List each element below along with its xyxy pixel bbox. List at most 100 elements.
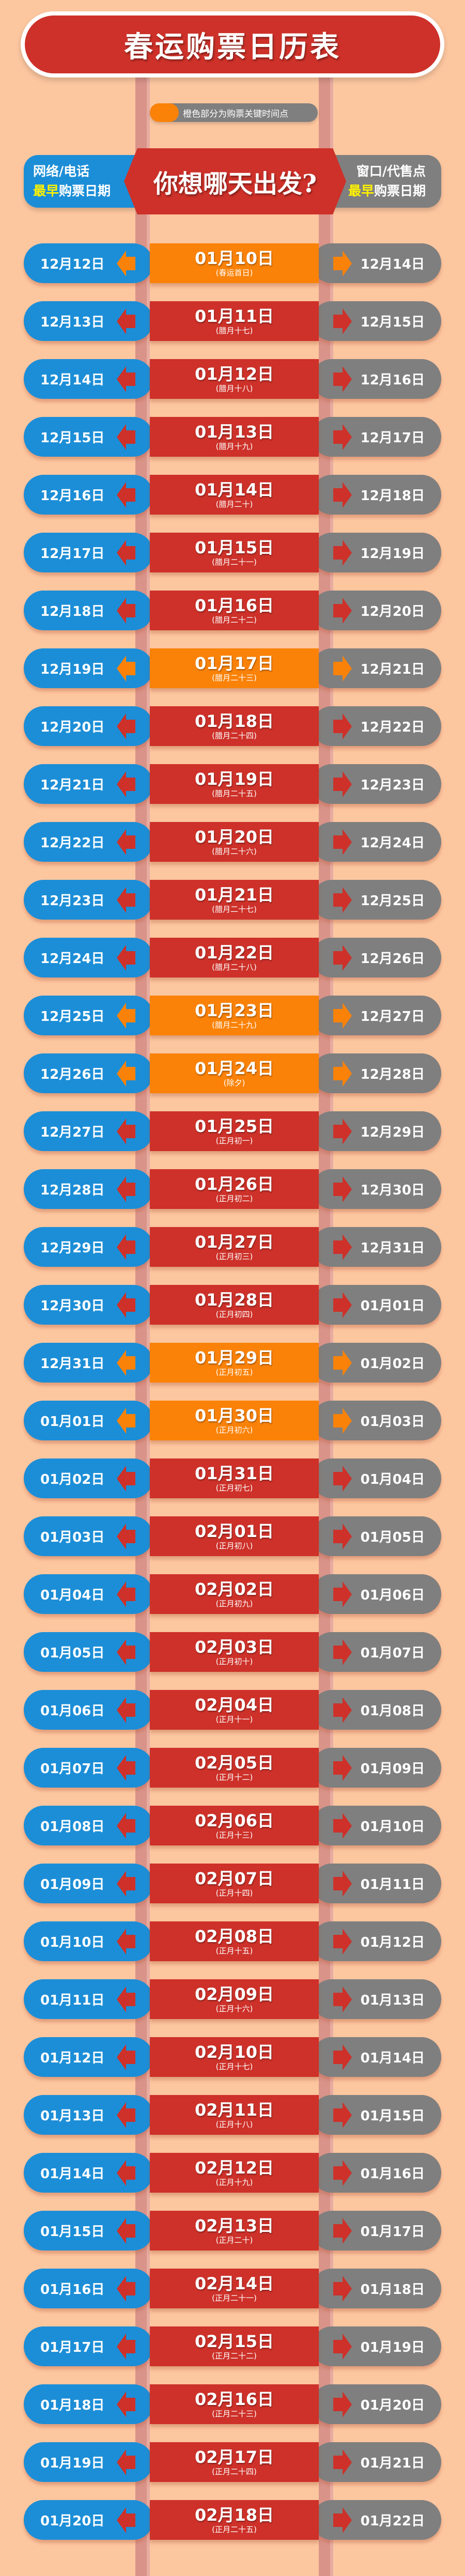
window-date: 01月05日 <box>312 1516 441 1556</box>
window-date-text: 12月16日 <box>360 373 425 388</box>
arrow-left-icon <box>117 1003 135 1029</box>
online-date-text: 12月12日 <box>40 257 105 272</box>
window-date-text: 01月13日 <box>360 1993 425 2008</box>
departure-date-text: 01月16日 <box>194 595 274 615</box>
departure-date-text: 02月11日 <box>194 2100 274 2120</box>
departure-date: 02月12日 (正月十九) <box>150 2153 319 2193</box>
window-date: 01月06日 <box>312 1574 441 1614</box>
arrow-left-icon <box>117 1813 135 1839</box>
online-date-text: 01月13日 <box>40 2108 105 2124</box>
online-date: 01月19日 <box>24 2442 153 2482</box>
lunar-date-text: (正月二十三) <box>212 2409 257 2418</box>
window-date: 12月21日 <box>312 648 441 688</box>
arrow-left-icon <box>117 2044 135 2070</box>
online-date-text: 01月08日 <box>40 1819 105 1835</box>
window-date: 01月02日 <box>312 1343 441 1383</box>
online-header-title: 网络/电话 <box>33 164 90 179</box>
departure-date-text: 01月29日 <box>194 1347 274 1368</box>
arrow-right-icon <box>333 1350 352 1376</box>
arrow-right-icon <box>333 308 352 334</box>
departure-date: 01月27日 (正月初三) <box>150 1227 319 1267</box>
lunar-date-text: (正月初四) <box>215 1309 253 1319</box>
online-header-sub: 购票日期 <box>59 183 111 198</box>
departure-date-text: 01月12日 <box>194 364 274 384</box>
window-date-text: 01月02日 <box>360 1356 425 1372</box>
arrow-left-icon <box>117 1350 135 1376</box>
arrow-right-icon <box>333 945 352 971</box>
window-date: 12月14日 <box>312 243 441 283</box>
departure-date: 02月11日 (正月十八) <box>150 2095 319 2135</box>
window-date-text: 12月15日 <box>360 315 425 330</box>
departure-date-text: 01月22日 <box>194 942 274 963</box>
key-departure-date: 01月23日 (腊月二十九) <box>150 996 319 1035</box>
arrow-right-icon <box>333 656 352 681</box>
online-date-text: 01月06日 <box>40 1703 105 1719</box>
window-date: 01月18日 <box>312 2269 441 2308</box>
lunar-date-text: (正月十八) <box>215 2119 253 2129</box>
window-date: 01月03日 <box>312 1401 441 1440</box>
lunar-date-text: (正月初八) <box>215 1541 253 1550</box>
online-date-text: 12月26日 <box>40 1067 105 1082</box>
window-date: 12月25日 <box>312 880 441 920</box>
departure-date-text: 02月18日 <box>194 2505 274 2525</box>
departure-date-text: 01月17日 <box>194 653 274 673</box>
lunar-date-text: (正月初十) <box>215 1656 253 1666</box>
arrow-right-icon <box>333 424 352 450</box>
departure-date-text: 01月30日 <box>194 1405 274 1425</box>
departure-date: 02月16日 (正月二十三) <box>150 2384 319 2424</box>
online-date: 01月17日 <box>24 2326 153 2366</box>
lunar-date-text: (腊月二十五) <box>212 788 257 798</box>
lunar-date-text: (腊月二十四) <box>212 731 257 740</box>
window-header-highlight: 最早 <box>348 183 374 198</box>
window-date-text: 01月10日 <box>360 1819 425 1835</box>
departure-date-text: 02月07日 <box>194 1868 274 1888</box>
online-date-text: 12月22日 <box>40 835 105 851</box>
online-date-text: 12月17日 <box>40 546 105 562</box>
departure-date: 01月15日 (腊月二十一) <box>150 533 319 572</box>
online-date: 01月01日 <box>24 1401 153 1440</box>
window-date-text: 12月17日 <box>360 430 425 446</box>
departure-date: 02月13日 (正月二十) <box>150 2211 319 2251</box>
online-date-text: 12月21日 <box>40 778 105 793</box>
departure-date: 02月04日 (正月十一) <box>150 1690 319 1730</box>
window-date-text: 01月11日 <box>360 1877 425 1892</box>
arrow-left-icon <box>117 771 135 797</box>
window-date: 01月22日 <box>312 2500 441 2540</box>
arrow-right-icon <box>333 366 352 392</box>
departure-date-text: 01月19日 <box>194 769 274 789</box>
window-date: 12月27日 <box>312 996 441 1035</box>
online-date-text: 12月29日 <box>40 1240 105 1256</box>
departure-date: 02月09日 (正月十六) <box>150 1979 319 2019</box>
departure-date: 02月06日 (正月十三) <box>150 1806 319 1845</box>
arrow-left-icon <box>117 598 135 624</box>
arrow-left-icon <box>117 2449 135 2475</box>
departure-date: 01月19日 (腊月二十五) <box>150 764 319 804</box>
arrow-right-icon <box>333 771 352 797</box>
window-date-text: 12月29日 <box>360 1125 425 1140</box>
window-date-text: 01月09日 <box>360 1761 425 1777</box>
arrow-left-icon <box>117 1408 135 1434</box>
window-date-text: 01月17日 <box>360 2224 425 2240</box>
window-date-text: 12月31日 <box>360 1240 425 1256</box>
arrow-left-icon <box>117 1639 135 1665</box>
online-date-text: 01月11日 <box>40 1993 105 2008</box>
window-date: 01月07日 <box>312 1632 441 1672</box>
window-date: 01月10日 <box>312 1806 441 1845</box>
online-date-text: 01月20日 <box>40 2513 105 2529</box>
window-date: 01月16日 <box>312 2153 441 2193</box>
departure-date-text: 02月17日 <box>194 2447 274 2467</box>
online-date: 12月17日 <box>24 533 153 572</box>
window-date: 12月19日 <box>312 533 441 572</box>
online-date-text: 12月31日 <box>40 1356 105 1372</box>
lunar-date-text: (腊月十八) <box>215 383 253 393</box>
lunar-date-text: (腊月二十三) <box>212 673 257 682</box>
lunar-date-text: (腊月十七) <box>215 325 253 335</box>
window-date-text: 12月24日 <box>360 835 425 851</box>
arrow-right-icon <box>333 2507 352 2533</box>
online-date-text: 12月18日 <box>40 604 105 619</box>
window-date-text: 01月18日 <box>360 2282 425 2298</box>
arrow-left-icon <box>117 2392 135 2417</box>
online-date-text: 01月12日 <box>40 2051 105 2066</box>
key-departure-date: 01月24日 (除夕) <box>150 1053 319 1093</box>
lunar-date-text: (腊月十九) <box>215 441 253 451</box>
